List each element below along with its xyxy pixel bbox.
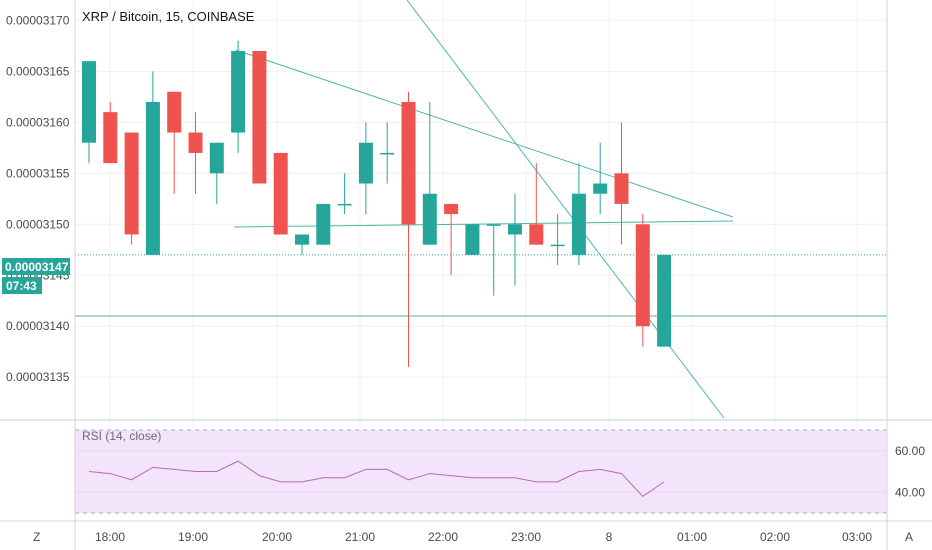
x-tick-label: 18:00 bbox=[95, 530, 125, 544]
candle-body bbox=[401, 101, 416, 225]
candle-body bbox=[145, 101, 160, 255]
candle-body bbox=[465, 224, 480, 255]
candle bbox=[145, 71, 160, 255]
candle-body bbox=[380, 152, 395, 155]
current-price-label: 0.00003147 bbox=[5, 260, 69, 274]
trendline-steep bbox=[406, 0, 725, 419]
x-tick-label: 19:00 bbox=[178, 530, 208, 544]
candle bbox=[273, 152, 288, 235]
candle-body bbox=[124, 132, 139, 235]
x-tick-label: 03:00 bbox=[842, 530, 872, 544]
rsi-tick-label: 60.00 bbox=[895, 444, 925, 458]
y-tick-label: 0.00003160 bbox=[6, 115, 70, 129]
candle bbox=[82, 61, 96, 164]
candle-body bbox=[657, 254, 672, 347]
candle bbox=[465, 224, 480, 255]
candle-body bbox=[231, 50, 246, 133]
candle bbox=[295, 234, 309, 255]
y-tick-label: 0.00003170 bbox=[6, 13, 70, 27]
y-tick-label: 0.00003155 bbox=[6, 166, 70, 180]
x-tick-label: 21:00 bbox=[345, 530, 375, 544]
candle bbox=[380, 122, 395, 184]
candle-body bbox=[82, 61, 96, 143]
candle bbox=[209, 142, 224, 204]
current-price-tag-bg bbox=[2, 258, 70, 275]
x-tick-label: 01:00 bbox=[677, 530, 707, 544]
countdown-tag: 07:43 bbox=[2, 277, 42, 294]
chart-title: XRP / Bitcoin, 15, COINBASE bbox=[82, 9, 255, 24]
candle-body bbox=[103, 112, 118, 164]
trendline-descending bbox=[235, 49, 734, 218]
candle-body bbox=[486, 224, 501, 226]
x-tick-label: 23:00 bbox=[511, 530, 541, 544]
candle-body bbox=[529, 224, 544, 245]
candle bbox=[444, 203, 459, 276]
x-tick-label: 8 bbox=[606, 530, 613, 544]
candle-body bbox=[593, 183, 608, 194]
z-button-label: Z bbox=[33, 530, 40, 544]
candle-body bbox=[188, 132, 203, 153]
candle-body bbox=[422, 193, 437, 245]
candle bbox=[422, 101, 437, 245]
candle-series[interactable] bbox=[82, 40, 672, 368]
y-tick-label: 0.00003150 bbox=[6, 217, 70, 231]
y-tick-label: 0.00003135 bbox=[6, 370, 70, 384]
candle bbox=[401, 91, 416, 368]
candle bbox=[614, 122, 629, 245]
x-tick-label: 02:00 bbox=[760, 530, 790, 544]
candle bbox=[657, 254, 672, 347]
candle-body bbox=[635, 224, 650, 327]
rsi-label: RSI (14, close) bbox=[82, 429, 161, 443]
y-tick-label: 0.00003140 bbox=[6, 319, 70, 333]
countdown-label: 07:43 bbox=[6, 279, 37, 293]
candle bbox=[529, 163, 544, 245]
rsi-tick-label: 40.00 bbox=[895, 485, 925, 499]
candle-body bbox=[508, 224, 522, 235]
rsi-pane[interactable]: 60.00 40.00 bbox=[75, 429, 925, 514]
rsi-line bbox=[88, 460, 665, 498]
candle bbox=[252, 50, 267, 184]
candle bbox=[571, 163, 586, 266]
candle-body bbox=[209, 142, 224, 174]
candle bbox=[593, 142, 608, 215]
candle-body bbox=[316, 203, 331, 245]
candle bbox=[550, 214, 565, 266]
candle-body bbox=[571, 193, 586, 255]
candle bbox=[167, 91, 182, 194]
countdown-tag-bg bbox=[2, 277, 42, 294]
candle bbox=[103, 101, 118, 164]
candle bbox=[358, 122, 373, 215]
candle bbox=[337, 173, 352, 215]
y-tick-label: 0.00003165 bbox=[6, 64, 70, 78]
candle bbox=[508, 193, 522, 286]
current-price-tag: 0.00003147 bbox=[2, 258, 70, 275]
a-button-label: A bbox=[905, 530, 913, 544]
candle-body bbox=[295, 234, 309, 245]
candle bbox=[316, 203, 331, 245]
z-button[interactable]: Z bbox=[24, 526, 50, 546]
candle-body bbox=[614, 173, 629, 204]
trendlines[interactable] bbox=[75, 0, 887, 419]
x-tick-label: 22:00 bbox=[428, 530, 458, 544]
candle-body bbox=[273, 152, 288, 235]
a-button-bg bbox=[898, 526, 924, 546]
x-tick-label: 20:00 bbox=[262, 530, 292, 544]
candle bbox=[188, 112, 203, 194]
candle-body bbox=[444, 203, 459, 215]
candle-body bbox=[550, 244, 565, 247]
candle-body bbox=[252, 50, 267, 184]
candle-body bbox=[358, 142, 373, 184]
candle bbox=[486, 224, 501, 296]
candle-body bbox=[167, 91, 182, 133]
candle bbox=[231, 40, 246, 153]
a-button[interactable]: A bbox=[898, 526, 924, 546]
candle bbox=[124, 132, 139, 245]
candle-body bbox=[337, 203, 352, 206]
z-button-bg bbox=[24, 526, 50, 546]
candle bbox=[635, 214, 650, 347]
